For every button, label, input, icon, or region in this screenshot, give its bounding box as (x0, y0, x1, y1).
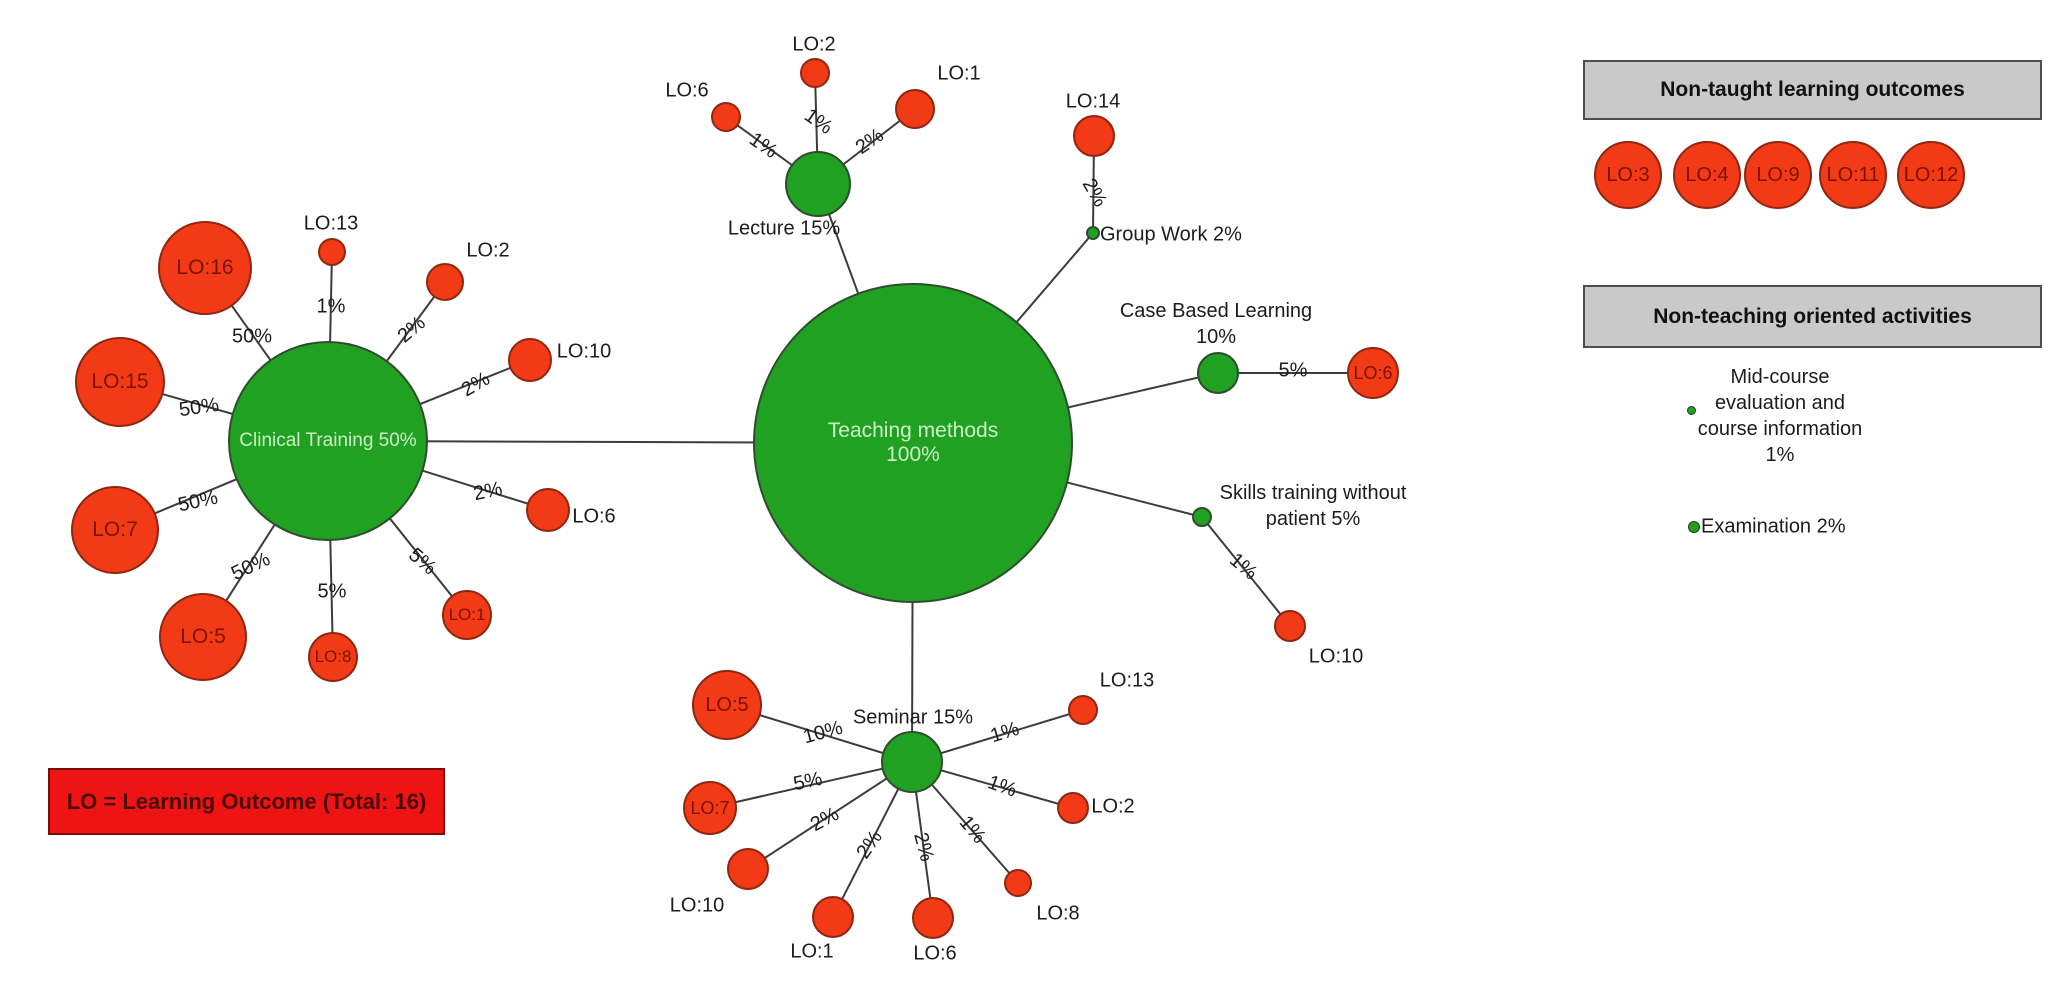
clinical-training-label: Clinical Training 50% (239, 430, 417, 452)
satellite-lecture-lo6 (711, 102, 741, 132)
satellite-lecture-lo2-label: LO:2 (792, 33, 836, 56)
satellite-clinical-lo10 (508, 338, 552, 382)
satellite-clinical-lo6-label: LO:6 (572, 505, 616, 528)
non-taught-lo12: LO:12 (1897, 141, 1965, 209)
edge-seminar-lo7 (709, 761, 913, 809)
satellite-seminar-lo6 (912, 897, 954, 939)
satellite-clinical-lo10-label: LO:10 (556, 340, 612, 363)
satellite-clinical-lo6 (526, 488, 570, 532)
case-based-label: Case Based Learning 10% (1119, 300, 1313, 348)
examination-label: Examination 2% (1701, 515, 1846, 538)
node-case-based-learning (1197, 352, 1239, 394)
satellite-seminar-lo6-label: LO:6 (913, 942, 957, 965)
satellite-skills-lo10-label: LO:10 (1308, 645, 1364, 668)
non-taught-lo9: LO:9 (1744, 141, 1812, 209)
satellite-seminar-lo5: LO:5 (692, 670, 762, 740)
satellite-clinical-lo13-label: LO:13 (303, 212, 359, 235)
non-taught-lo3: LO:3 (1594, 141, 1662, 209)
node-teaching-methods: Teaching methods 100% (753, 283, 1073, 603)
satellite-seminar-lo1-label: LO:1 (790, 940, 834, 963)
satellite-lecture-lo1 (895, 89, 935, 129)
non-teaching-title: Non-teaching oriented activities (1653, 304, 1972, 328)
satellite-seminar-lo10 (727, 848, 769, 890)
group-work-label: Group Work 2% (1100, 223, 1242, 246)
non-taught-lo11: LO:11 (1819, 141, 1887, 209)
link-label-clinical-lo8: 5% (317, 580, 347, 603)
non-taught-header: Non-taught learning outcomes (1583, 60, 2042, 120)
satellite-clinical-lo5: LO:5 (159, 593, 247, 681)
satellite-clinical-lo8: LO:8 (308, 632, 358, 682)
satellite-seminar-lo2 (1057, 792, 1089, 824)
seminar-label: Seminar 15% (852, 706, 974, 729)
link-label-clinical-lo13: 1% (316, 295, 346, 318)
examination-dot (1688, 521, 1700, 533)
non-taught-lo4: LO:4 (1673, 141, 1741, 209)
node-clinical-training: Clinical Training 50% (228, 341, 428, 541)
satellite-lecture-lo1-label: LO:1 (937, 62, 981, 85)
satellite-seminar-lo13-label: LO:13 (1099, 669, 1155, 692)
satellite-casebased-lo6: LO:6 (1347, 347, 1399, 399)
skills-training-label: Skills training without patient 5% (1219, 482, 1407, 530)
satellite-clinical-lo13 (318, 238, 346, 266)
satellite-seminar-lo10-label: LO:10 (669, 894, 725, 917)
lecture-label: Lecture 15% (727, 217, 841, 240)
satellite-seminar-lo7: LO:7 (683, 781, 737, 835)
node-lecture (785, 151, 851, 217)
node-group-work (1086, 226, 1100, 240)
satellite-clinical-lo2 (426, 263, 464, 301)
satellite-clinical-lo2-label: LO:2 (466, 239, 510, 262)
edge-skills-lo10 (1201, 516, 1291, 627)
satellite-lecture-lo2 (800, 58, 830, 88)
satellite-clinical-lo1: LO:1 (442, 590, 492, 640)
satellite-clinical-lo16: LO:16 (158, 221, 252, 315)
mid-course-dot (1687, 406, 1696, 415)
satellite-seminar-lo2-label: LO:2 (1091, 795, 1135, 818)
node-seminar (881, 731, 943, 793)
satellite-seminar-lo8-label: LO:8 (1036, 902, 1080, 925)
legend-note-box: LO = Learning Outcome (Total: 16) (48, 768, 445, 835)
satellite-seminar-lo13 (1068, 695, 1098, 725)
satellite-groupwork-lo14 (1073, 115, 1115, 157)
mid-course-label: Mid-course evaluation and course informa… (1697, 366, 1863, 466)
node-skills-training (1192, 507, 1212, 527)
non-teaching-header: Non-teaching oriented activities (1583, 285, 2042, 348)
edge-seminar-lo10 (747, 761, 913, 870)
satellite-seminar-lo8 (1004, 869, 1032, 897)
teaching-methods-label: Teaching methods (827, 418, 999, 442)
link-label-casebased-lo6: 5% (1278, 359, 1308, 382)
satellite-skills-lo10 (1274, 610, 1306, 642)
legend-note-text: LO = Learning Outcome (Total: 16) (66, 788, 427, 814)
satellite-groupwork-lo14-label: LO:14 (1065, 90, 1121, 113)
teaching-methods-value: 100% (886, 443, 940, 466)
satellite-seminar-lo1 (812, 896, 854, 938)
satellite-clinical-lo15: LO:15 (75, 337, 165, 427)
satellite-clinical-lo7: LO:7 (71, 486, 159, 574)
satellite-lecture-lo6-label: LO:6 (665, 79, 709, 102)
link-label-clinical-lo16: 50% (231, 325, 273, 348)
non-taught-title: Non-taught learning outcomes (1660, 78, 1965, 101)
